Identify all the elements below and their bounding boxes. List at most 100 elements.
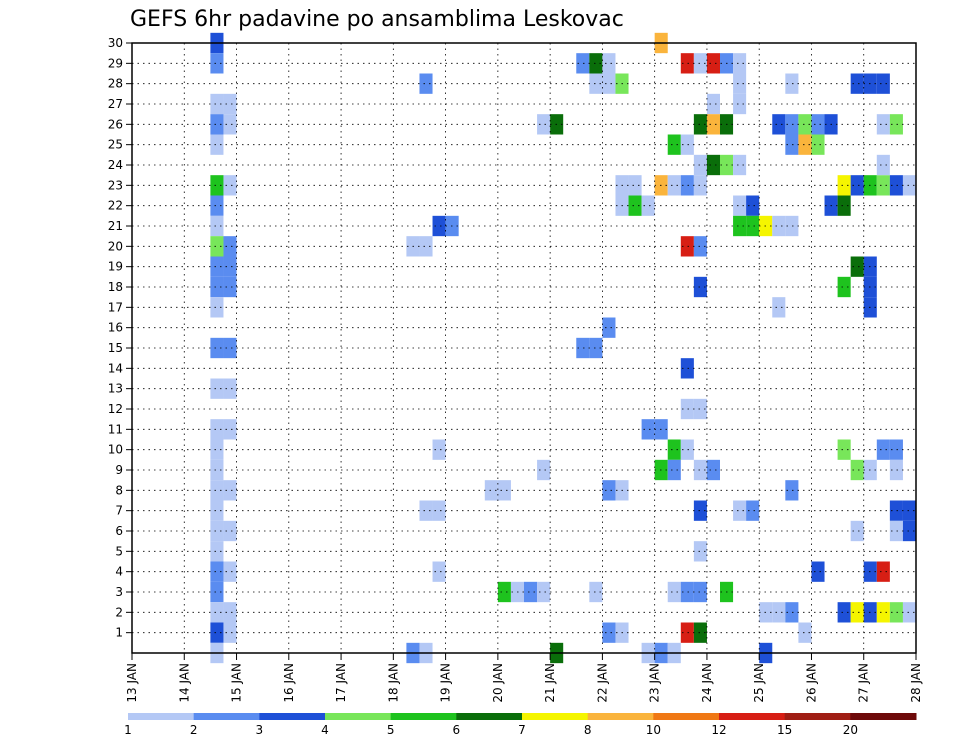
heatmap-cell (432, 561, 446, 582)
heatmap-cell (602, 317, 616, 338)
heatmap-cell (693, 622, 707, 643)
heatmap-cell (837, 276, 851, 298)
heatmap-cell (693, 581, 707, 603)
heatmap-cell (876, 602, 890, 623)
heatmap-cell (706, 459, 720, 481)
x-tick-label: 18 JAN (386, 663, 400, 703)
heatmap-cell (223, 602, 237, 623)
heatmap-cell (419, 500, 433, 521)
heatmap-cell (902, 602, 916, 623)
heatmap-cell (785, 215, 799, 237)
colorbar-label: 10 (646, 723, 661, 737)
heatmap-cell (210, 520, 224, 542)
x-tick-label: 21 JAN (543, 663, 557, 703)
heatmap-cell (602, 622, 616, 643)
heatmap-cell (210, 500, 224, 521)
colorbar-label: 15 (777, 723, 792, 737)
y-tick-label: 13 (108, 382, 123, 396)
y-tick-label: 12 (108, 402, 123, 416)
heatmap-cell (210, 276, 224, 298)
heatmap-cell (889, 500, 903, 521)
heatmap-cell (837, 602, 851, 623)
y-tick-label: 11 (108, 422, 123, 436)
heatmap-cell (210, 93, 224, 115)
colorbar-swatch (456, 713, 523, 720)
heatmap-cell (497, 480, 511, 501)
heatmap-cell (210, 439, 224, 460)
y-tick-label: 7 (115, 504, 123, 518)
heatmap-cell (850, 73, 864, 94)
heatmap-cell (733, 53, 747, 74)
heatmap-cell (223, 175, 237, 196)
heatmap-cell (746, 500, 760, 521)
heatmap-cell (811, 114, 825, 135)
colorbar: 1 2 3 4 5 6 7 8 10 12 15 20 (124, 713, 917, 737)
colorbar-swatch (850, 713, 917, 720)
y-tick-label: 30 (108, 36, 123, 50)
x-tick-label: 14 JAN (177, 663, 191, 703)
heatmap-cell (837, 439, 851, 460)
heatmap-cell (876, 175, 890, 196)
heatmap-cell (785, 73, 799, 94)
y-tick-label: 17 (108, 300, 123, 314)
heatmap-cell (576, 53, 590, 74)
y-tick-label: 20 (108, 239, 123, 253)
x-tick-label: 16 JAN (282, 663, 296, 703)
heatmap-cell (641, 195, 655, 216)
heatmap-cell (210, 114, 224, 135)
y-tick-label: 22 (108, 199, 123, 213)
heatmap-cell (693, 114, 707, 135)
y-tick-label: 9 (115, 463, 123, 477)
heatmap-cell (889, 114, 903, 135)
chart-title: GEFS 6hr padavine po ansamblima Leskovac (130, 7, 624, 32)
heatmap-cell (602, 73, 616, 94)
heatmap-cell (772, 297, 786, 318)
heatmap-cell (589, 53, 603, 74)
heatmap-cell (223, 256, 237, 277)
heatmap-cell (667, 175, 681, 196)
heatmap-cell (746, 215, 760, 237)
y-tick-label: 18 (108, 280, 123, 294)
heatmap-cell (798, 134, 812, 155)
heatmap-cell (210, 622, 224, 643)
heatmap-cell (798, 114, 812, 135)
heatmap-cell (223, 520, 237, 542)
heatmap-cell (706, 53, 720, 74)
heatmap-cell (850, 459, 864, 481)
colorbar-label: 6 (453, 723, 461, 737)
y-tick-label: 8 (115, 483, 123, 497)
heatmap-cell (733, 195, 747, 216)
heatmap-cell (837, 175, 851, 196)
grid-lines (132, 42, 916, 653)
colorbar-label: 1 (124, 723, 132, 737)
heatmap-cell (902, 500, 916, 521)
heatmap-cell (889, 459, 903, 481)
y-axis-ticks: 1234567891011121314151617181920212223242… (108, 36, 132, 640)
heatmap-cell (876, 114, 890, 135)
heatmap-cell (484, 480, 498, 501)
heatmap-cell (733, 93, 747, 115)
heatmap-cell (223, 276, 237, 298)
heatmap-cell (667, 459, 681, 481)
heatmap-cell (733, 215, 747, 237)
heatmap-cell (693, 175, 707, 196)
y-tick-label: 10 (108, 443, 123, 457)
colorbar-label: 4 (321, 723, 329, 737)
x-tick-label: 22 JAN (595, 663, 609, 703)
heatmap-cell (693, 276, 707, 298)
heatmap-cell (210, 236, 224, 257)
colorbar-swatch (128, 713, 195, 720)
y-tick-label: 24 (108, 158, 123, 172)
heatmap-cell (693, 500, 707, 521)
heatmap-cell (210, 256, 224, 277)
heatmap-cell (772, 602, 786, 623)
heatmap-cell (733, 500, 747, 521)
colorbar-swatch (193, 713, 260, 720)
heatmap-cell (772, 215, 786, 237)
colorbar-label: 3 (256, 723, 264, 737)
heatmap-cell (210, 581, 224, 603)
heatmap-cell (210, 134, 224, 155)
heatmap-cell (811, 134, 825, 155)
heatmap-cell (223, 93, 237, 115)
